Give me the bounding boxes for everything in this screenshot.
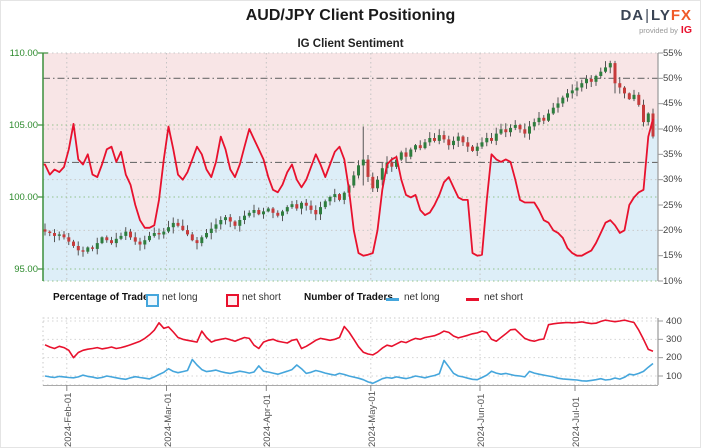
pct-net-short-swatch-icon: [226, 294, 239, 307]
xtick-mar: 2024-Mar-01: [163, 392, 174, 447]
legend-num-title: Number of Traders: [304, 292, 393, 303]
num-net-long-swatch-icon: [386, 298, 399, 301]
pct-tick-45: 45%: [663, 98, 683, 110]
price-tick-100: 100.00: [8, 191, 38, 203]
ig-logo: IG: [680, 23, 692, 36]
legend-pct-title: Percentage of Traders: [53, 292, 159, 303]
price-tick-95: 95.00: [14, 263, 38, 275]
count-tick-400: 400: [666, 315, 682, 327]
pct-tick-55: 55%: [663, 47, 683, 59]
pct-tick-30: 30%: [663, 174, 683, 186]
chart-subtitle: IG Client Sentiment: [297, 38, 404, 50]
count-tick-300: 300: [666, 333, 682, 345]
xtick-feb: 2024-Feb-01: [63, 392, 74, 447]
legend-pct-net-short: net short: [242, 292, 281, 303]
pct-tick-40: 40%: [663, 123, 683, 135]
dailyfx-wordmark: DA|LYFX: [620, 7, 692, 24]
pct-net-long-swatch-icon: [146, 294, 159, 307]
num-net-short-swatch-icon: [466, 298, 479, 301]
xtick-jul: 2024-Jul-01: [571, 396, 582, 447]
pct-tick-25: 25%: [663, 199, 683, 211]
pct-tick-15: 15%: [663, 250, 683, 262]
count-tick-100: 100: [666, 370, 682, 382]
legend-num-net-long: net long: [404, 292, 440, 303]
count-tick-200: 200: [666, 352, 682, 364]
xtick-apr: 2024-Apr-01: [262, 394, 273, 447]
price-tick-110: 110.00: [9, 47, 38, 59]
price-tick-105: 105.00: [8, 119, 38, 131]
pct-tick-50: 50%: [663, 72, 683, 84]
xtick-may: 2024-May-01: [367, 391, 378, 447]
legend-num-net-short: net short: [484, 292, 523, 303]
pct-tick-35: 35%: [663, 148, 683, 160]
pct-tick-10: 10%: [663, 275, 683, 287]
page-title: AUD/JPY Client Positioning: [245, 7, 456, 24]
pct-tick-20: 20%: [663, 224, 683, 236]
dailyfx-logo: DA|LYFX provided by IG: [620, 8, 692, 36]
xtick-jun: 2024-Jun-01: [476, 393, 487, 447]
legend-pct-net-long: net long: [162, 292, 198, 303]
provided-by-line: provided by IG: [639, 23, 692, 36]
